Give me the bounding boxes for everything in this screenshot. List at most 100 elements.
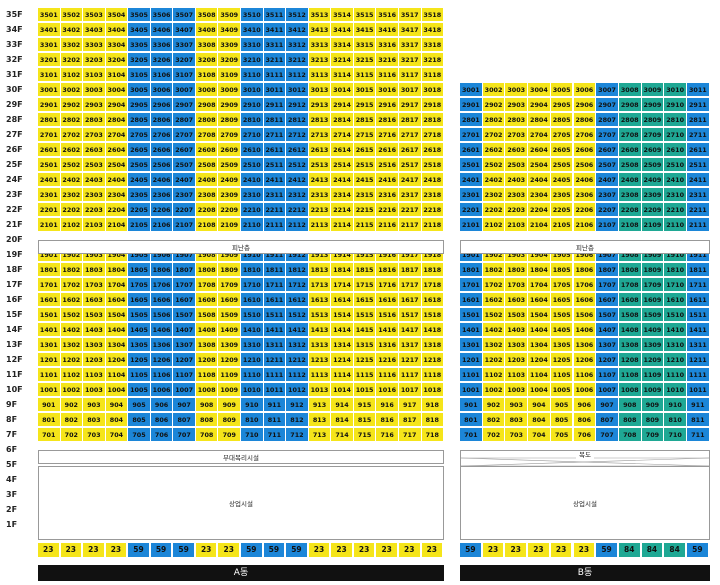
unit-cell: 1003 xyxy=(505,382,529,397)
unit-cell: 1110 xyxy=(241,367,264,382)
unit-cell: 2102 xyxy=(60,217,84,232)
unit-cell: 1106 xyxy=(573,367,597,382)
unit-cell: 2814 xyxy=(331,112,354,127)
unit-cell: 3013 xyxy=(308,82,332,97)
unit-cell: 1816 xyxy=(376,262,399,277)
unit-cell: 1311 xyxy=(687,337,710,352)
unit-cell: 1511 xyxy=(687,307,710,322)
unit-cell: 3115 xyxy=(353,67,377,82)
floor-label: 4F xyxy=(6,475,18,484)
unit-cell: 1216 xyxy=(376,352,399,367)
unit-cell: 2502 xyxy=(60,157,84,172)
unit-cell: 2801 xyxy=(38,112,61,127)
unit-cell: 3108 xyxy=(195,67,219,82)
unit-cell: 2806 xyxy=(150,112,174,127)
unit-cell: 2205 xyxy=(128,202,151,217)
unit-cell: 1105 xyxy=(128,367,151,382)
unit-cell: 1515 xyxy=(353,307,377,322)
unit-cell: 1616 xyxy=(376,292,399,307)
unit-cell: 1018 xyxy=(421,382,445,397)
unit-cell: 1708 xyxy=(618,277,642,292)
unit-cell: 2218 xyxy=(421,202,445,217)
unit-cell: 3304 xyxy=(105,37,129,52)
unit-cell: 1117 xyxy=(398,367,422,382)
unit-cell: 2818 xyxy=(421,112,445,127)
floor-label: 28F xyxy=(6,115,23,124)
unit-cell: 1309 xyxy=(218,337,242,352)
unit-cell: 2215 xyxy=(353,202,377,217)
unit-cell: 1218 xyxy=(421,352,445,367)
unit-cell: 707 xyxy=(173,427,196,442)
unit-cell: 1304 xyxy=(528,337,551,352)
unit-cell: 2704 xyxy=(105,127,129,142)
unit-cell: 1701 xyxy=(460,277,483,292)
unit-cell: 904 xyxy=(528,397,551,412)
unit-size-label: 84 xyxy=(618,543,642,557)
unit-cell: 2611 xyxy=(263,142,287,157)
unit-cell: 2907 xyxy=(596,97,619,112)
unit-cell: 2803 xyxy=(505,112,529,127)
unit-cell: 1602 xyxy=(60,292,84,307)
unit-cell: 1211 xyxy=(263,352,287,367)
unit-cell: 2118 xyxy=(421,217,445,232)
unit-size-label: 59 xyxy=(460,543,483,557)
unit-cell: 1408 xyxy=(195,322,219,337)
unit-cell: 2410 xyxy=(664,172,687,187)
unit-cell: 2810 xyxy=(664,112,687,127)
unit-cell: 1809 xyxy=(218,262,242,277)
unit-cell: 3204 xyxy=(105,52,129,67)
unit-cell: 2214 xyxy=(331,202,354,217)
unit-cell: 1801 xyxy=(38,262,61,277)
unit-cell: 1402 xyxy=(60,322,84,337)
unit-cell: 2615 xyxy=(353,142,377,157)
unit-cell: 2407 xyxy=(596,172,619,187)
unit-cell: 1009 xyxy=(641,382,665,397)
unit-cell: 2108 xyxy=(618,217,642,232)
unit-cell: 1802 xyxy=(482,262,506,277)
unit-cell: 2503 xyxy=(83,157,106,172)
unit-cell: 2411 xyxy=(263,172,287,187)
unit-cell: 1708 xyxy=(195,277,219,292)
floor-label: 24F xyxy=(6,175,23,184)
unit-cell: 1514 xyxy=(331,307,354,322)
unit-cell: 1104 xyxy=(528,367,551,382)
unit-cell: 2809 xyxy=(641,112,665,127)
unit-cell: 2307 xyxy=(173,187,196,202)
unit-cell: 2918 xyxy=(421,97,445,112)
building-a-name-bar: A동 xyxy=(38,565,444,581)
unit-cell: 904 xyxy=(105,397,129,412)
unit-cell: 1207 xyxy=(173,352,196,367)
unit-cell: 2418 xyxy=(421,172,445,187)
unit-cell: 3012 xyxy=(286,82,309,97)
unit-cell: 3307 xyxy=(173,37,196,52)
unit-cell: 3503 xyxy=(83,7,106,22)
unit-cell: 2311 xyxy=(687,187,710,202)
unit-cell: 3203 xyxy=(83,52,106,67)
unit-cell: 1702 xyxy=(60,277,84,292)
unit-cell: 1002 xyxy=(60,382,84,397)
unit-cell: 2603 xyxy=(83,142,106,157)
unit-cell: 1618 xyxy=(421,292,445,307)
unit-cell: 3509 xyxy=(218,7,242,22)
unit-cell: 1004 xyxy=(528,382,551,397)
unit-cell: 1615 xyxy=(353,292,377,307)
unit-cell: 2713 xyxy=(308,127,332,142)
unit-cell: 2707 xyxy=(596,127,619,142)
floor-label: 27F xyxy=(6,130,23,139)
unit-cell: 2303 xyxy=(505,187,529,202)
unit-size-label: 23 xyxy=(550,543,574,557)
unit-cell: 3217 xyxy=(398,52,422,67)
unit-cell: 3409 xyxy=(218,22,242,37)
floor-label: 3F xyxy=(6,490,18,499)
unit-cell: 3009 xyxy=(218,82,242,97)
unit-cell: 1608 xyxy=(618,292,642,307)
unit-cell: 1107 xyxy=(596,367,619,382)
unit-cell: 1516 xyxy=(376,307,399,322)
unit-cell: 1301 xyxy=(460,337,483,352)
unit-cell: 1610 xyxy=(664,292,687,307)
unit-cell: 2410 xyxy=(241,172,264,187)
unit-cell: 2606 xyxy=(573,142,597,157)
unit-cell: 2518 xyxy=(421,157,445,172)
unit-cell: 1504 xyxy=(105,307,129,322)
unit-cell: 1306 xyxy=(150,337,174,352)
